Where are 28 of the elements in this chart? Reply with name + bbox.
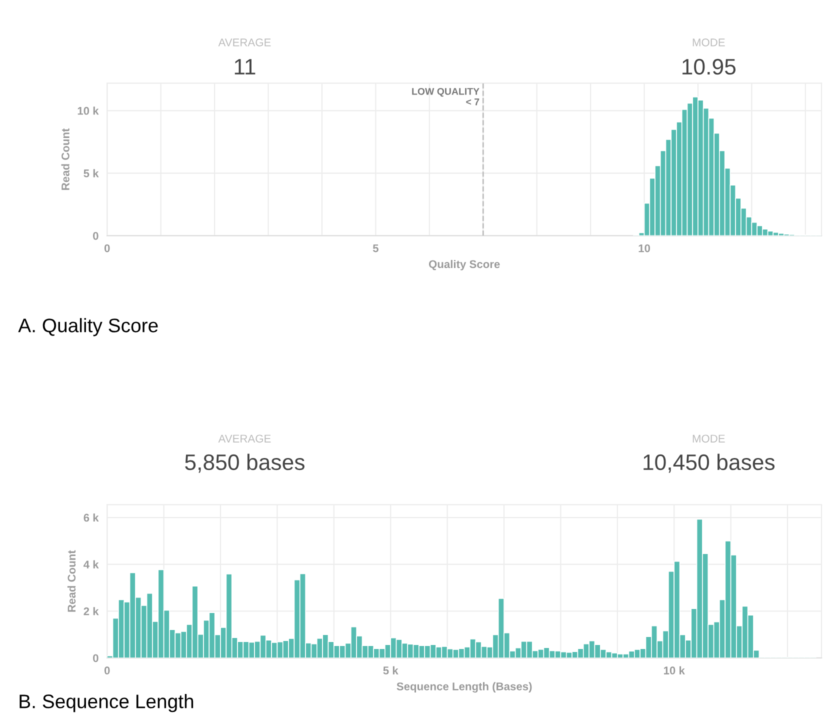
text: AVERAGE [218, 38, 271, 46]
y-tick-label: 10 k [78, 106, 99, 115]
y-tick-label: 0 [93, 654, 98, 662]
y-tick-label: 6 k [84, 514, 99, 522]
y-tick-label: 2 k [84, 607, 99, 616]
text: A. Quality Score [18, 318, 158, 336]
x-tick-label: 5 k [383, 666, 398, 674]
text: 10.95 [682, 58, 736, 75]
ref-line-label: LOW QUALITY < 7 [412, 88, 480, 106]
x-tick-label: 10 [638, 244, 650, 252]
text: MODE [692, 434, 725, 443]
x-tick-label: 0 [104, 244, 110, 252]
y-tick-label: 0 [93, 232, 98, 240]
x-tick-label: 10 k [664, 666, 685, 674]
text: 11 [234, 59, 256, 74]
y-axis-title: Read Count [61, 128, 70, 190]
x-tick-label: 5 [372, 244, 378, 252]
text: AVERAGE [218, 434, 271, 443]
text: 10,450 bases [644, 454, 775, 473]
y-tick-label: 4 k [84, 560, 99, 568]
y-tick-label: 5 k [84, 169, 99, 178]
x-axis-title: Sequence Length (Bases) [396, 682, 532, 693]
text: B. Sequence Length [20, 694, 194, 712]
x-axis-title: Quality Score [428, 260, 500, 270]
text: 5,850 bases [185, 454, 304, 473]
x-tick-label: 0 [104, 666, 110, 674]
y-axis-title: Read Count [67, 550, 76, 612]
text: MODE [692, 38, 725, 46]
